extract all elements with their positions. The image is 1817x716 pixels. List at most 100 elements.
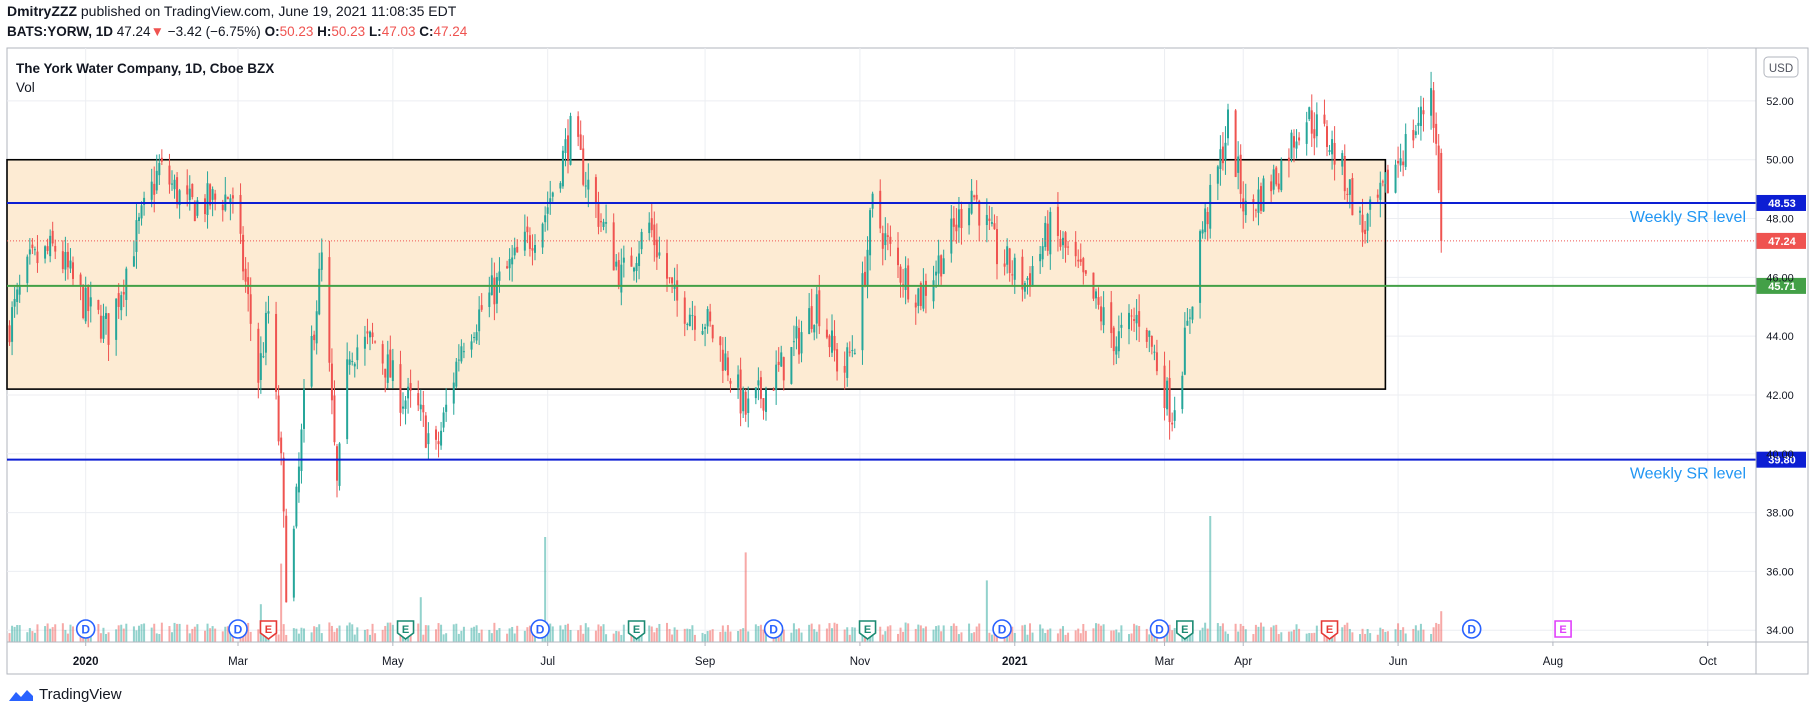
candle-body [1013, 257, 1016, 280]
candle-body [419, 404, 422, 410]
volume-bar [1381, 629, 1384, 642]
candle-body [1260, 186, 1262, 211]
candle-body [244, 268, 247, 282]
candle-body [516, 246, 519, 253]
candle-body [1326, 126, 1328, 148]
volume-bar [442, 634, 445, 642]
volume-bar [932, 629, 935, 642]
volume-bar [1100, 625, 1103, 642]
candle-body [757, 380, 760, 386]
volume-bar [475, 625, 478, 642]
candle-body [1272, 169, 1275, 190]
volume-bar [1305, 633, 1308, 642]
candle-body [549, 198, 552, 204]
candle-body [384, 368, 387, 378]
volume-bar [615, 630, 618, 642]
candle-body [795, 326, 798, 339]
volume-bar [313, 626, 316, 642]
volume-bar [780, 630, 783, 642]
candle-body [569, 115, 572, 165]
volume-bar [51, 627, 54, 642]
candle-body [843, 365, 846, 373]
volume-bar [1298, 628, 1301, 642]
sr-level-price-tag [1756, 451, 1806, 468]
volume-bar [899, 627, 902, 642]
candle-body [1110, 302, 1113, 334]
candle-body [196, 200, 199, 216]
volume-bar [366, 629, 369, 642]
volume-bar [470, 627, 473, 642]
volume-bar [178, 623, 181, 642]
volume-bar [8, 633, 11, 642]
candle-body [363, 336, 366, 349]
volume-bar [445, 633, 448, 642]
volume-bar [160, 622, 163, 642]
volume-bar [1224, 631, 1227, 642]
volume-bar [1041, 628, 1044, 642]
candle-body [11, 307, 14, 342]
candle-body [33, 249, 36, 251]
volume-bar [990, 634, 993, 642]
volume-bar [1092, 628, 1095, 642]
candle-body [602, 221, 605, 227]
candle-body [1117, 331, 1120, 352]
volume-bar [155, 633, 158, 642]
y-tick-label: 46.00 [1766, 272, 1794, 284]
candle-body [8, 325, 11, 343]
x-tick-label: Jun [1389, 656, 1408, 668]
volume-bar [985, 580, 988, 642]
candle-body [1062, 237, 1064, 246]
candle-body [1023, 283, 1026, 292]
candle-body [239, 194, 242, 234]
time-axis[interactable]: 2020 Mar May Jul Sep Nov 2021 Mar Apr Jun Aug Oct [73, 642, 1718, 668]
volume-bar [13, 626, 16, 642]
author-name[interactable]: DmitryZZZ [7, 3, 77, 19]
volume-bar [1150, 632, 1153, 642]
volume-bar [346, 625, 349, 642]
volume-bar [709, 630, 712, 642]
candle-body [968, 208, 971, 226]
volume-bar [132, 626, 135, 642]
candle-body [346, 359, 349, 440]
candle-body [1006, 246, 1009, 265]
volume-bar [247, 622, 250, 642]
candle-body [564, 139, 567, 154]
volume-bar [303, 628, 305, 642]
price-axis[interactable]: 34.00 36.00 38.00 40.00 42.00 44.00 46.00 48.00… [1766, 96, 1794, 637]
candle-body [168, 165, 171, 185]
x-tick-label: Apr [1234, 656, 1252, 668]
candle-body [897, 247, 899, 266]
candle-body [214, 193, 217, 200]
candle-body [866, 249, 869, 287]
earnings-marker-label: E [1181, 624, 1188, 636]
candle-body [1293, 136, 1295, 148]
volume-bar [1102, 624, 1105, 642]
volume-bar [363, 629, 366, 642]
volume-bar [1346, 622, 1349, 642]
currency-button[interactable] [1763, 56, 1799, 78]
x-tick-label: Oct [1699, 656, 1718, 668]
candle-body [544, 215, 547, 223]
dividend-marker-label: D [1467, 623, 1476, 637]
candle-body [790, 347, 793, 384]
candle-body [506, 266, 509, 269]
tradingview-footer[interactable]: TradingView [8, 686, 122, 703]
volume-bar [435, 629, 437, 642]
volume-bar [69, 624, 72, 642]
candle-body [1346, 193, 1349, 195]
candle-body [869, 210, 872, 256]
candle-body [879, 190, 882, 229]
volume-bar [277, 634, 280, 642]
volume-bar [744, 552, 747, 642]
candle-body [1257, 189, 1260, 213]
candle-body [1351, 178, 1354, 216]
candle-body [18, 286, 21, 295]
volume-bar [138, 625, 140, 642]
candle-body [737, 374, 740, 388]
volume-bar [564, 624, 567, 642]
candle-body [899, 266, 902, 283]
volume-bar [1145, 628, 1148, 642]
volume-bar [1046, 629, 1049, 642]
